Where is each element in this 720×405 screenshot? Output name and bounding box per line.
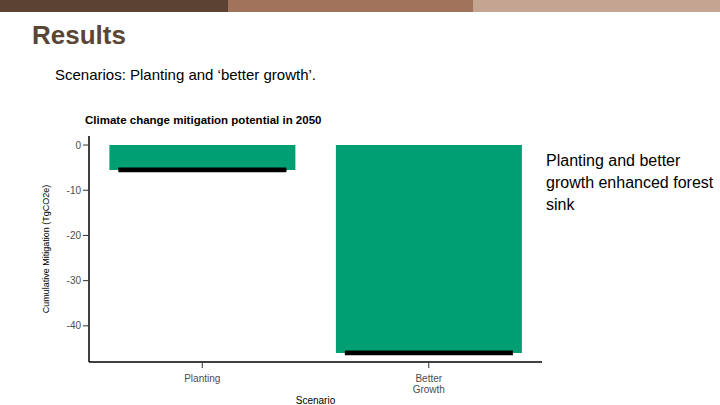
svg-text:-10: -10 xyxy=(67,185,82,196)
html-text:Planting and better growth enh: Planting and better growth enhanced fore… xyxy=(546,152,714,213)
html-text:Climate change mitigation pote: Climate change mitigation potential in 2… xyxy=(85,114,322,126)
svg-text:-20: -20 xyxy=(67,230,82,241)
svg-text:-40: -40 xyxy=(67,320,82,331)
svg-text:Cumulative Mitigation (TgCO2e): Cumulative Mitigation (TgCO2e) xyxy=(41,185,51,314)
svg-text:Scenario: Scenario xyxy=(296,395,336,405)
html-text:Results: Results xyxy=(32,20,126,50)
svg-text:0: 0 xyxy=(75,140,81,151)
svg-text:Planting: Planting xyxy=(184,373,220,384)
svg-text:BetterGrowth: BetterGrowth xyxy=(413,373,445,395)
svg-text:-30: -30 xyxy=(67,275,82,286)
html-text:Scenarios: Planting and ‘bette: Scenarios: Planting and ‘better growth’. xyxy=(55,66,316,83)
